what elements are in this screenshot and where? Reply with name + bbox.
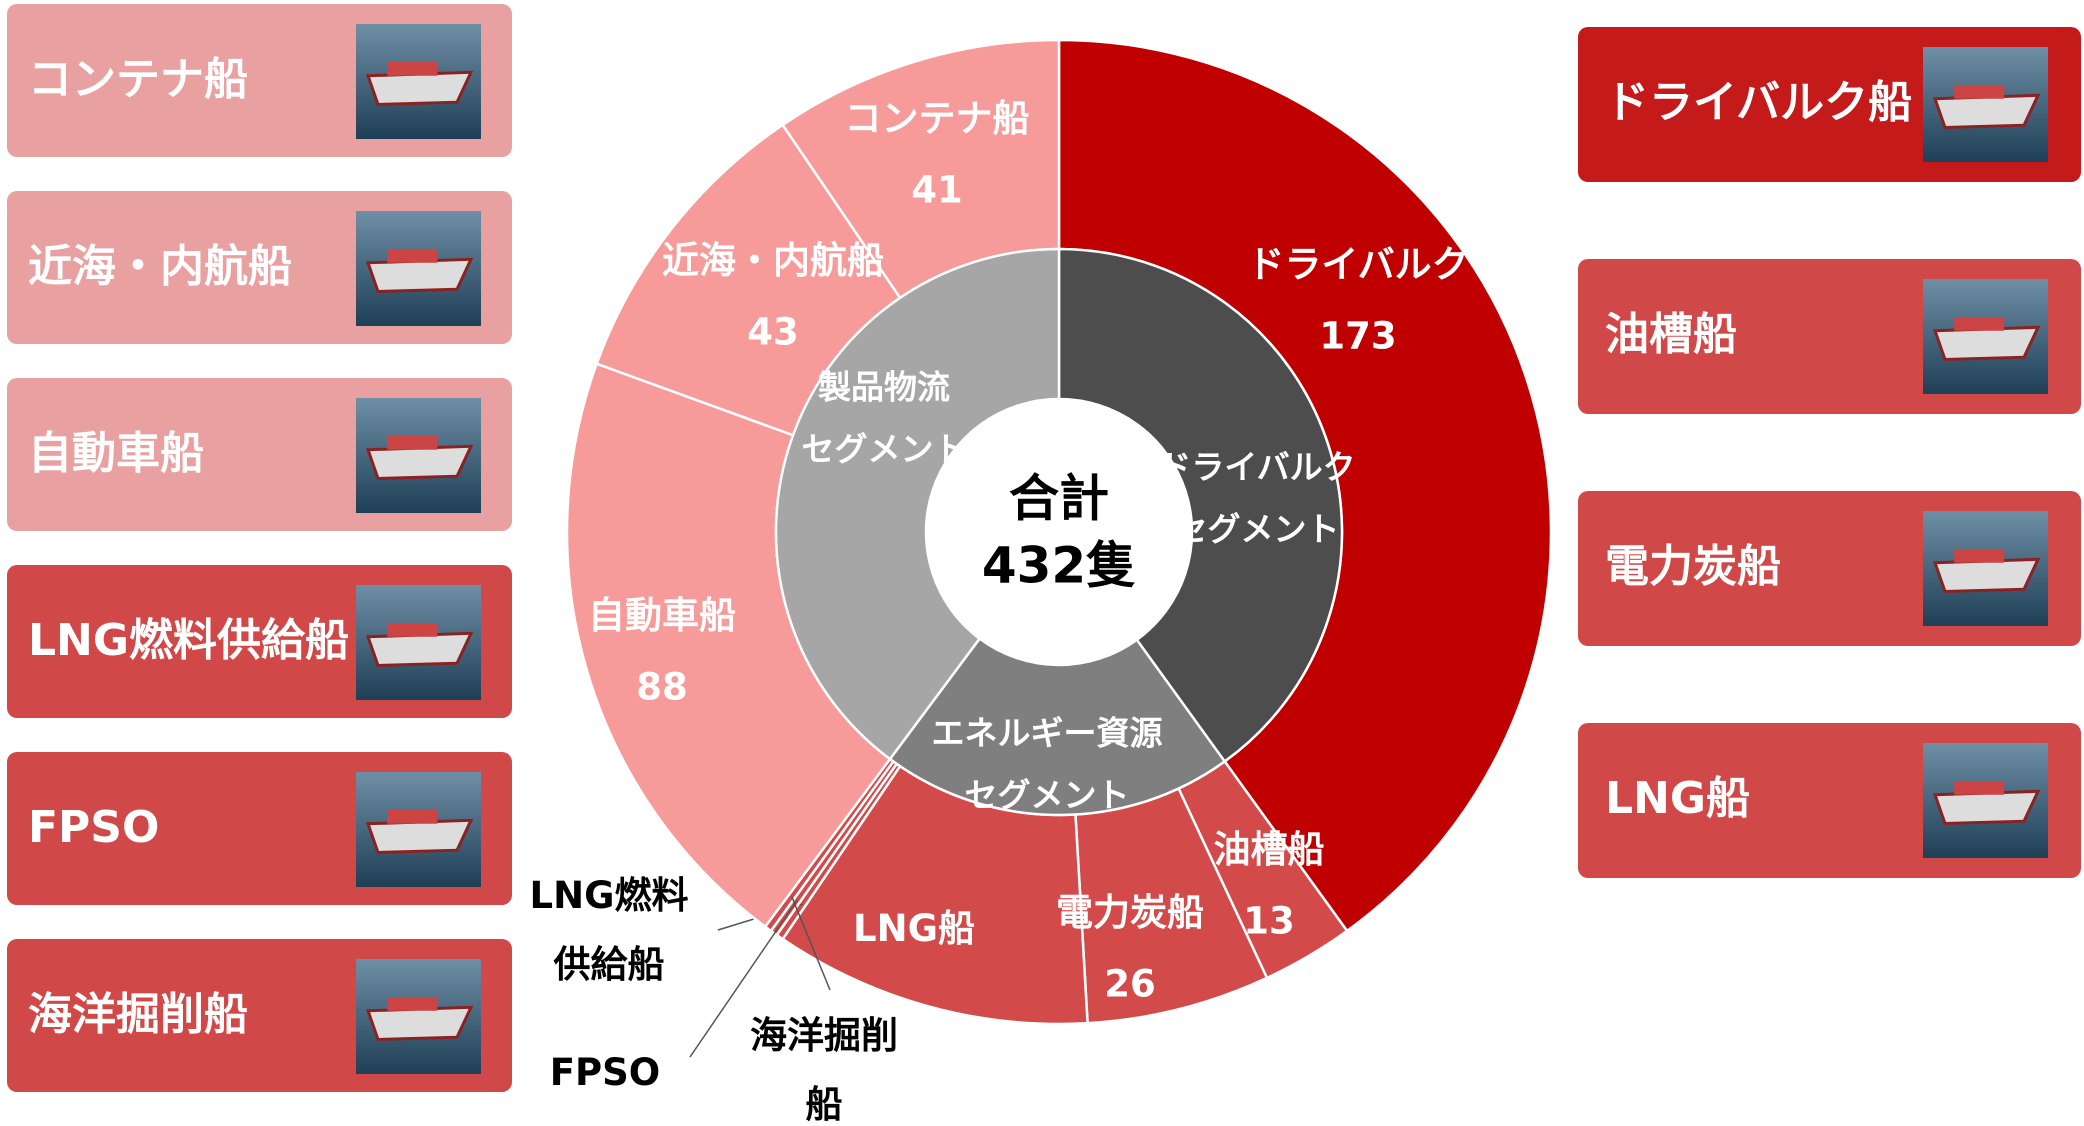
slice-label: 近海・内航船: [662, 239, 884, 282]
segment-label: 製品物流: [818, 368, 950, 407]
legend-label: ドライバルク船: [1605, 77, 1912, 128]
slice-label-name: ドライバルク: [1247, 243, 1468, 286]
slice-value: 43: [747, 311, 799, 354]
legend-label: 電力炭船: [1605, 541, 1781, 592]
slice-label: 供給船: [554, 943, 665, 986]
ship-hull: [1932, 557, 2041, 594]
slice-label-name: 供給船: [554, 943, 665, 986]
slice-label: LNG船: [853, 907, 975, 950]
slice-label-name: FPSO: [550, 1051, 661, 1094]
slice-label-name: LNG船: [853, 907, 975, 950]
leader-line: [791, 896, 831, 991]
legend-label: LNG船: [1605, 773, 1750, 824]
slice-label-name: 海洋掘削: [750, 1014, 898, 1057]
slice-label: 油槽船: [1214, 828, 1325, 871]
slice-value: 41: [911, 169, 963, 212]
ship-deck: [1954, 780, 2005, 795]
ship-deck: [387, 622, 438, 637]
slice-value: 13: [1243, 900, 1295, 943]
segment-label: ドライバルク: [1158, 448, 1355, 487]
slice-label: FPSO: [550, 1051, 661, 1094]
ship-hull: [1932, 789, 2041, 826]
ship-deck: [1954, 84, 2005, 99]
segment-label: セグメント: [1175, 510, 1340, 549]
legend-label: FPSO: [28, 802, 159, 853]
slice-label: 電力炭船: [1056, 891, 1204, 934]
ship-hull: [365, 1005, 474, 1042]
segment-label: エネルギー資源: [932, 714, 1163, 753]
slice-label-name: LNG燃料: [530, 874, 689, 917]
ship-hull: [365, 444, 474, 481]
ship-deck: [1954, 316, 2005, 331]
legend-label: 自動車船: [28, 428, 204, 479]
slice-label: コンテナ船: [845, 97, 1030, 140]
slice-label-name: 近海・内航船: [662, 239, 884, 282]
slice-label: LNG燃料: [530, 874, 689, 917]
leader-line: [689, 899, 798, 1058]
legend-label: 近海・内航船: [28, 241, 292, 292]
slice-value: 26: [1104, 963, 1156, 1006]
slice-label-name: 自動車船: [588, 594, 736, 637]
ship-hull: [365, 818, 474, 855]
legend-label: 海洋掘削船: [28, 989, 248, 1040]
ship-deck: [387, 61, 438, 76]
ship-hull: [365, 70, 474, 107]
ship-deck: [387, 248, 438, 263]
center-label: 合計: [1009, 470, 1109, 528]
ship-hull: [365, 257, 474, 294]
slice-label-name: 油槽船: [1214, 828, 1325, 871]
ship-hull: [1932, 93, 2041, 130]
center-label: 432隻: [982, 537, 1136, 595]
slice-label-name: 船: [806, 1083, 843, 1126]
ship-deck: [387, 809, 438, 824]
legend-label: 油槽船: [1605, 309, 1737, 360]
slice-label-name: 電力炭船: [1056, 891, 1204, 934]
slice-label-name: コンテナ船: [845, 97, 1030, 140]
ship-hull: [365, 631, 474, 668]
ship-deck: [1954, 548, 2005, 563]
legend-label: コンテナ船: [28, 54, 248, 105]
slice-label: 海洋掘削: [750, 1014, 898, 1057]
ship-deck: [387, 996, 438, 1011]
center-hole: [926, 399, 1192, 665]
slice-label: 船: [806, 1083, 843, 1126]
legend-label: LNG燃料供給船: [28, 615, 349, 666]
ship-hull: [1932, 325, 2041, 362]
slice-label: ドライバルク: [1247, 243, 1468, 286]
segment-label: セグメント: [802, 430, 967, 469]
ship-deck: [387, 435, 438, 450]
slice-label: 自動車船: [588, 594, 736, 637]
segment-label: セグメント: [965, 776, 1130, 815]
slice-value: 88: [636, 666, 688, 709]
slice-value: 173: [1319, 315, 1396, 358]
